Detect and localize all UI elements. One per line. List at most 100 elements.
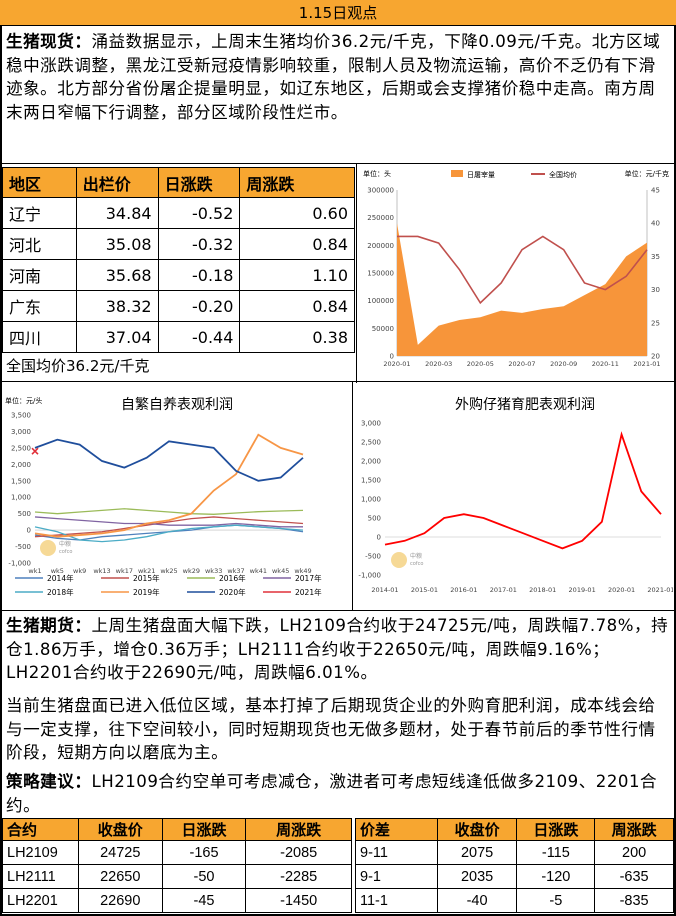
- y-left-tick-label: 0: [390, 353, 394, 361]
- contract-row-cell: -2285: [245, 864, 352, 889]
- x-tick-label: wk1: [28, 567, 41, 575]
- contract-row-cell: -45: [161, 888, 247, 913]
- price-row-cell: -0.18: [157, 259, 241, 291]
- series-line: [34, 516, 304, 538]
- price-table-header: 地区 出栏价 日涨跌 周涨跌: [2, 167, 355, 198]
- price-row-cell: 0.60: [239, 197, 355, 229]
- x-tick-label: 2014-01: [371, 586, 398, 594]
- slaughter-price-chart: 单位：头 单位：元/千克 日屠宰量 全国均价 0 50000 100000 150000 200…: [359, 166, 673, 378]
- price-row-cell: 河北: [2, 228, 77, 260]
- col-daily: 日涨跌: [516, 818, 596, 841]
- price-row-cell: -0.20: [157, 290, 241, 322]
- contract-row-cell: -1450: [245, 888, 352, 913]
- price-row-cell: 37.04: [75, 321, 159, 353]
- price-row-cell: 1.10: [239, 259, 355, 291]
- x-tick-label: 2019-01: [569, 586, 596, 594]
- slaughter-area: [397, 223, 647, 356]
- x-tick-label: wk37: [227, 567, 244, 575]
- x-tick-label: 2020-03: [425, 360, 452, 368]
- spread-row-cell: -40: [436, 888, 518, 913]
- strategy-paragraph: 策略建议：LH2109合约空单可考虑减仓，激进者可考虑短线逢低做多2109、22…: [6, 770, 670, 817]
- page-title: 1.15日观点: [0, 0, 676, 26]
- contract-row-cell: 22690: [77, 888, 163, 913]
- spread-table-header: 价差 收盘价 日涨跌 周涨跌: [355, 818, 674, 841]
- y-tick-label: -1,000: [8, 560, 31, 568]
- price-row-cell: 38.32: [75, 290, 159, 322]
- y-tick-label: 2,500: [11, 444, 31, 452]
- contract-row-cell: -165: [161, 840, 247, 865]
- spread-row: 9-11 2075 -115 200: [355, 840, 674, 865]
- x-tick-label: 2020-01: [608, 586, 635, 594]
- y-tick-label: 2,000: [11, 461, 31, 469]
- col-weekly: 周涨跌: [239, 167, 355, 198]
- x-tick-label: 2018-01: [529, 586, 556, 594]
- x-tick-label: 2017-01: [490, 586, 517, 594]
- price-line: [397, 235, 648, 305]
- y-left-tick-label: 50000: [372, 325, 394, 333]
- spread-row: 11-1 -40 -5 -835: [355, 888, 674, 913]
- spot-text: 涌益数据显示，上周末生猪均价36.2元/千克，下降0.09元/千克。北方区域稳中…: [6, 32, 661, 122]
- spread-row: 9-1 2035 -120 -635: [355, 864, 674, 889]
- price-row-cell: 34.84: [75, 197, 159, 229]
- x-tick-label: 2020-07: [508, 360, 535, 368]
- purchased-piglet-profit-chart: 外购仔猪育肥表观利润 -1,000 -500 0 500 1,000 1,500 2,000 2…: [355, 385, 675, 607]
- legend-label: 2020年: [219, 587, 246, 597]
- x-tick-label: wk9: [73, 567, 86, 575]
- spread-table: 价差 收盘价 日涨跌 周涨跌 9-11 2075 -115 200 9-1 2035 -12…: [355, 818, 674, 913]
- legend-label: 2018年: [47, 587, 74, 597]
- y-left-tick-label: 100000: [367, 297, 394, 305]
- y-tick-label: 1,000: [361, 496, 381, 504]
- contract-row-cell: LH2111: [2, 864, 79, 889]
- y-tick-label: 0: [377, 534, 381, 542]
- futures-paragraph: 生猪期货：上周生猪盘面大幅下跌，LH2109合约收于24725元/吨，周跌幅7.…: [6, 614, 670, 685]
- contract-row: LH2109 24725 -165 -2085: [2, 840, 352, 865]
- price-row-cell: 辽宁: [2, 197, 77, 229]
- contract-row-cell: -2085: [245, 840, 352, 865]
- y-tick-label: 500: [368, 515, 381, 523]
- watermark-text: cofco: [59, 549, 72, 555]
- divider: [352, 382, 353, 610]
- y-right-tick-label: 25: [651, 319, 660, 327]
- contract-row-cell: LH2109: [2, 840, 79, 865]
- strategy-text: LH2109合约空单可考虑减仓，激进者可考虑短线逢低做多2109、2201合约。: [6, 772, 658, 815]
- spread-row-cell: 200: [594, 840, 674, 865]
- divider: [0, 381, 676, 382]
- watermark-text: 中粮: [410, 552, 422, 560]
- contract-row-cell: 24725: [77, 840, 163, 865]
- y-tick-label: 3,500: [11, 412, 31, 420]
- x-tick-label: 2020-11: [592, 360, 619, 368]
- watermark-logo: [391, 552, 407, 568]
- y-tick-label: 0: [27, 527, 31, 535]
- col-spread: 价差: [355, 818, 438, 841]
- legend-label-price: 全国均价: [549, 170, 577, 179]
- y-tick-label: 1,000: [11, 494, 31, 502]
- x-tick-label: 2020-05: [467, 360, 494, 368]
- spot-label: 生猪现货：: [6, 32, 92, 51]
- y-tick-label: -500: [365, 553, 381, 561]
- legend-label: 2014年: [47, 573, 74, 583]
- x-tick-label: wk25: [160, 567, 177, 575]
- spread-row-cell: 2035: [436, 864, 518, 889]
- series-line: [34, 433, 304, 538]
- x-tick-label: wk49: [294, 567, 311, 575]
- legend-label: 2021年: [295, 587, 322, 597]
- spread-row-cell: 9-1: [355, 864, 438, 889]
- x-tick-label: wk5: [51, 567, 64, 575]
- price-row-cell: 35.08: [75, 228, 159, 260]
- y-tick-label: 1,500: [11, 477, 31, 485]
- y-tick-label: 3,000: [11, 428, 31, 436]
- futures-text: 上周生猪盘面大幅下跌，LH2109合约收于24725元/吨，周跌幅7.78%，持…: [6, 616, 669, 682]
- y-left-tick-label: 250000: [367, 214, 394, 222]
- contract-row: LH2111 22650 -50 -2285: [2, 864, 352, 889]
- divider: [356, 163, 357, 383]
- y-tick-label: 2,000: [361, 458, 381, 466]
- price-row-cell: 广东: [2, 290, 77, 322]
- legend-label: 2016年: [219, 573, 246, 583]
- col-weekly: 周涨跌: [245, 818, 352, 841]
- price-row-cell: 河南: [2, 259, 77, 291]
- spread-row-cell: -835: [594, 888, 674, 913]
- series-line: [34, 438, 304, 482]
- purchased-piglet-profit-svg: 外购仔猪育肥表观利润 -1,000 -500 0 500 1,000 1,500 2,000 2…: [358, 397, 674, 594]
- y-tick-label: -1,000: [358, 572, 381, 580]
- legend-swatch-slaughter: [451, 170, 463, 177]
